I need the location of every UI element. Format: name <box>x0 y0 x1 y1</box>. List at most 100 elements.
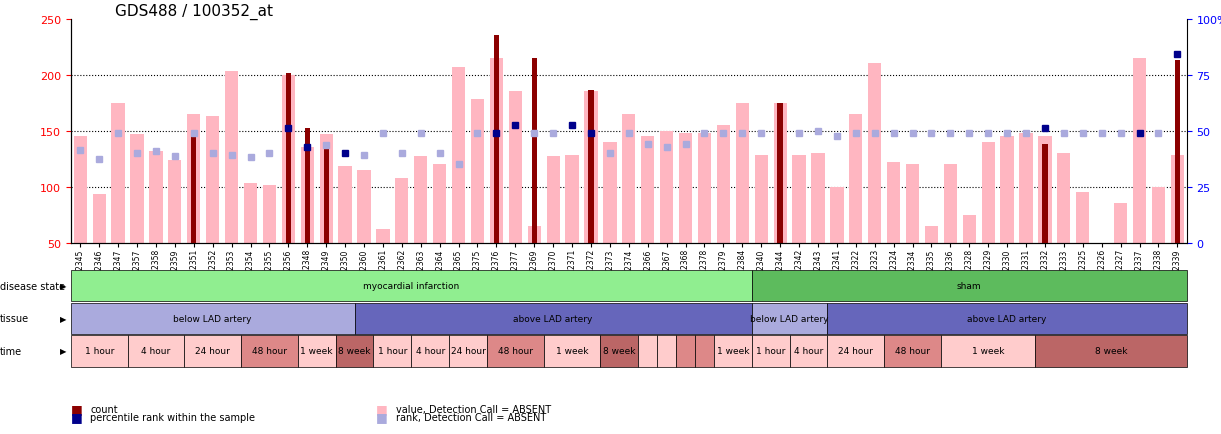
Text: 4 hour: 4 hour <box>142 347 171 355</box>
Bar <box>225 72 238 243</box>
Text: 24 hour: 24 hour <box>839 347 873 355</box>
Bar <box>1095 243 1109 290</box>
Bar <box>149 151 162 243</box>
Text: below LAD artery: below LAD artery <box>173 314 252 323</box>
Text: percentile rank within the sample: percentile rank within the sample <box>90 412 255 421</box>
Bar <box>868 64 882 243</box>
Bar <box>565 156 579 243</box>
Bar <box>282 76 295 243</box>
Bar <box>1020 134 1033 243</box>
Bar <box>717 126 730 243</box>
Bar <box>509 92 521 243</box>
Bar <box>679 134 692 243</box>
Bar <box>187 115 200 243</box>
Bar <box>490 59 503 243</box>
Text: 1 hour: 1 hour <box>756 347 785 355</box>
Text: GDS488 / 100352_at: GDS488 / 100352_at <box>116 3 274 20</box>
Text: count: count <box>90 404 118 414</box>
Bar <box>736 103 748 243</box>
Bar <box>547 157 559 243</box>
Text: time: time <box>0 346 22 356</box>
Bar <box>698 134 711 243</box>
Text: 24 hour: 24 hour <box>451 347 486 355</box>
Bar <box>1000 137 1013 243</box>
Bar <box>623 115 635 243</box>
Bar <box>1133 59 1147 243</box>
Text: ■: ■ <box>71 402 83 415</box>
Bar <box>1057 154 1071 243</box>
Bar <box>1076 193 1089 243</box>
Bar <box>1175 61 1179 243</box>
Bar <box>944 165 957 243</box>
Text: above LAD artery: above LAD artery <box>967 314 1046 323</box>
Text: ■: ■ <box>71 410 83 423</box>
Bar <box>93 195 106 243</box>
Bar <box>168 160 182 243</box>
Text: ▶: ▶ <box>60 282 67 290</box>
Bar <box>906 165 919 243</box>
Bar <box>603 142 617 243</box>
Bar <box>324 148 328 243</box>
Text: 24 hour: 24 hour <box>195 347 230 355</box>
Bar <box>774 103 786 243</box>
Bar <box>1151 187 1165 243</box>
Bar <box>1043 145 1048 243</box>
Bar <box>206 117 220 243</box>
Text: 1 week: 1 week <box>556 347 589 355</box>
Text: sham: sham <box>957 282 982 290</box>
Text: ▶: ▶ <box>60 347 67 355</box>
Bar <box>192 134 197 243</box>
Bar <box>358 171 371 243</box>
Text: value, Detection Call = ABSENT: value, Detection Call = ABSENT <box>396 404 551 414</box>
Bar <box>320 135 333 243</box>
Bar <box>589 91 593 243</box>
Bar <box>304 129 310 243</box>
Bar <box>661 132 673 243</box>
Text: 4 hour: 4 hour <box>415 347 444 355</box>
Bar <box>1114 204 1127 243</box>
Bar <box>286 74 291 243</box>
Text: below LAD artery: below LAD artery <box>751 314 829 323</box>
Bar <box>493 36 499 243</box>
Bar <box>452 68 465 243</box>
Text: 1 hour: 1 hour <box>377 347 407 355</box>
Text: rank, Detection Call = ABSENT: rank, Detection Call = ABSENT <box>396 412 546 421</box>
Bar <box>111 103 125 243</box>
Text: 1 week: 1 week <box>972 347 1005 355</box>
Text: ▶: ▶ <box>60 314 67 323</box>
Bar <box>471 100 484 243</box>
Text: ■: ■ <box>376 402 388 415</box>
Text: 48 hour: 48 hour <box>895 347 930 355</box>
Bar <box>924 226 938 243</box>
Bar <box>131 135 144 243</box>
Text: 1 week: 1 week <box>717 347 750 355</box>
Text: 48 hour: 48 hour <box>252 347 287 355</box>
Text: 8 week: 8 week <box>1095 347 1127 355</box>
Bar <box>1171 156 1184 243</box>
Bar <box>886 163 900 243</box>
Text: ■: ■ <box>376 410 388 423</box>
Bar <box>1038 137 1051 243</box>
Text: above LAD artery: above LAD artery <box>514 314 593 323</box>
Bar <box>433 165 447 243</box>
Bar <box>73 137 87 243</box>
Text: tissue: tissue <box>0 314 29 323</box>
Text: 4 hour: 4 hour <box>794 347 823 355</box>
Text: disease state: disease state <box>0 281 65 291</box>
Bar <box>641 137 654 243</box>
Bar <box>585 92 597 243</box>
Bar <box>755 156 768 243</box>
Bar <box>811 154 824 243</box>
Bar <box>338 167 352 243</box>
Bar <box>527 226 541 243</box>
Bar <box>778 103 783 243</box>
Bar <box>376 230 389 243</box>
Bar <box>792 156 806 243</box>
Bar <box>414 157 427 243</box>
Bar <box>962 215 976 243</box>
Bar <box>531 59 537 243</box>
Bar <box>263 186 276 243</box>
Bar <box>300 148 314 243</box>
Bar <box>830 187 844 243</box>
Text: 8 week: 8 week <box>338 347 371 355</box>
